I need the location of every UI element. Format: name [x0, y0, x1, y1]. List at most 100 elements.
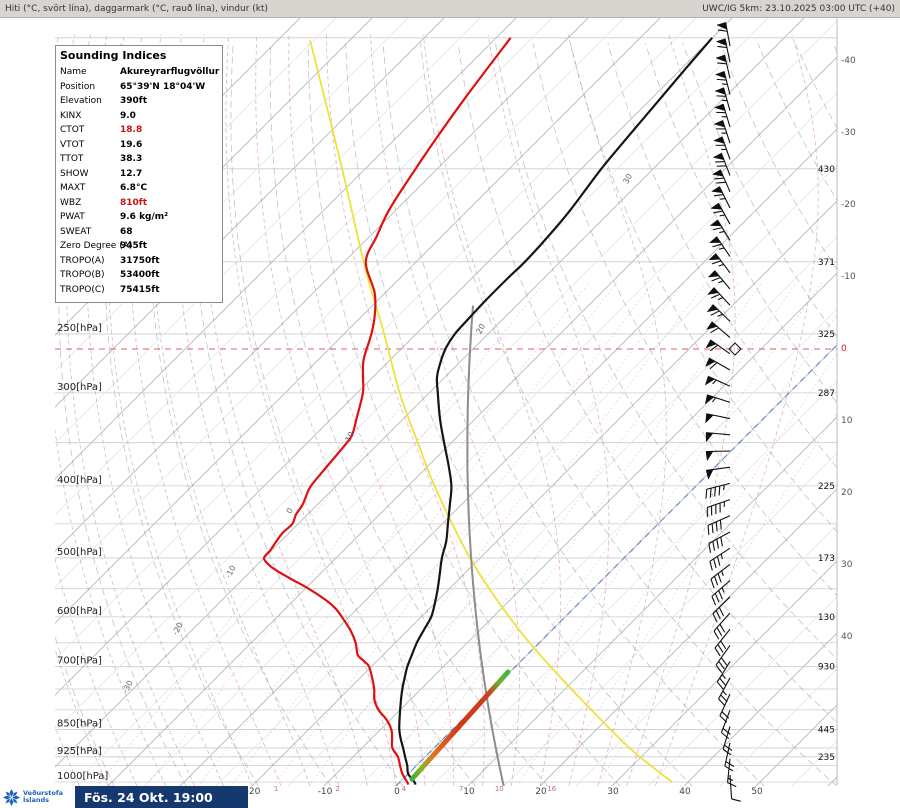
indices-row-name: Elevation — [60, 96, 102, 106]
indices-row-name: WBZ — [60, 197, 82, 208]
wind-barb — [714, 628, 731, 657]
isotherm-exit-label: -20 — [841, 200, 856, 210]
wind-barb — [705, 357, 731, 371]
height-label: 235 — [818, 753, 835, 763]
wind-barb — [706, 321, 731, 339]
indices-row-value: 390ft — [120, 96, 148, 106]
adiabat-label: 30 — [621, 172, 634, 185]
indices-row-name: TROPO(C) — [60, 284, 105, 295]
wind-barb — [705, 413, 731, 424]
indices-row-name: PWAT — [60, 212, 85, 222]
header-right-text: UWC/IG 5km: 23.10.2025 03:00 UTC (+40) — [702, 3, 895, 14]
wind-barb — [705, 450, 731, 462]
pressure-axis-label: 850[hPa] — [57, 718, 102, 729]
indices-row: TROPO(B) 53400ft — [60, 268, 218, 283]
brand-text: Veðurstofa Íslands — [23, 788, 64, 805]
temperature-curve — [398, 37, 714, 785]
height-label: 445 — [818, 725, 835, 735]
wind-barb — [707, 287, 731, 306]
height-label: 371 — [818, 258, 835, 268]
wind-barb — [705, 466, 731, 480]
pressure-axis-label: 400[hPa] — [57, 475, 102, 486]
isotherm-exit-label: -10 — [841, 272, 856, 282]
indices-row: Zero Degree (A) 945ft — [60, 239, 218, 254]
indices-title: Sounding Indices — [60, 49, 167, 62]
indices-row-name: VTOT — [60, 139, 85, 150]
wind-barb — [715, 645, 731, 673]
sounding-indices-panel: Sounding Indices Name Akureyrarflugvöllur… — [55, 45, 223, 303]
wind-barbs — [704, 22, 741, 802]
indices-row-value: 18.8 — [120, 125, 143, 135]
indices-row-name: SWEAT — [60, 226, 92, 237]
pressure-axis-label: 1000[hPa] — [57, 771, 108, 782]
height-label: 325 — [818, 330, 835, 340]
indices-row-name: Zero Degree (A) — [60, 241, 133, 251]
indices-row-value: 6.8°C — [120, 183, 148, 193]
wind-barb — [706, 304, 731, 322]
dewpoint-curve — [262, 37, 512, 785]
adiabat-label: 0 — [285, 506, 295, 515]
wind-barb — [707, 270, 731, 290]
indices-row: Elevation 390ft — [60, 94, 218, 109]
temp-axis-label: 50 — [751, 787, 763, 797]
isotherm-exit-label: 30 — [841, 560, 853, 570]
mixing-ratio-label: 2 — [335, 785, 339, 793]
indices-row-value: 810ft — [120, 197, 148, 208]
wind-barb — [705, 432, 731, 443]
freezing-isotherm — [395, 344, 837, 786]
indices-row: WBZ 810ft — [60, 196, 218, 211]
wind-barb — [713, 120, 731, 144]
indices-row-value: 75415ft — [120, 284, 160, 295]
wind-barb — [708, 236, 731, 257]
wind-barb — [714, 87, 731, 111]
wind-barb — [716, 22, 731, 47]
height-label: 430 — [818, 165, 835, 175]
mixing-ratio-label: 1 — [274, 785, 278, 793]
footer-bar: Veðurstofa Íslands Fös. 24 Okt. 19:00 — [0, 786, 248, 808]
mixing-ratio-label: 4 — [402, 785, 407, 793]
temp-axis-label: 40 — [679, 787, 691, 797]
temp-axis-label: 0 — [394, 787, 400, 797]
wind-barb — [714, 103, 731, 128]
brand-line1: Veðurstofa — [23, 788, 64, 797]
indices-row-value: 9.6 kg/m² — [120, 212, 169, 222]
wind-barb — [709, 547, 731, 571]
wind-barb — [722, 726, 733, 756]
wind-barb — [716, 661, 731, 690]
wind-barb — [712, 596, 731, 623]
indices-row-name: TTOT — [60, 154, 84, 164]
wind-barb — [711, 186, 731, 209]
indices-row: Name Akureyrarflugvöllur — [60, 65, 219, 80]
wind-barb — [719, 693, 731, 723]
indices-row-value: 65°39'N 18°04'W — [120, 81, 206, 92]
indices-row: TTOT 38.3 — [60, 152, 218, 167]
indices-row-value: 53400ft — [120, 270, 160, 280]
height-label: 130 — [818, 613, 835, 623]
vedurstofa-logo-icon — [3, 788, 20, 806]
wind-barb — [704, 375, 731, 387]
indices-row-name: Name — [60, 67, 87, 77]
wind-barb — [714, 71, 731, 95]
isotherm-exit-label: -30 — [841, 128, 856, 138]
height-label: 930 — [818, 663, 835, 673]
temp-axis-label: 20 — [535, 787, 547, 797]
indices-rows: Name Akureyrarflugvöllur Position 65°39'N 1… — [60, 65, 219, 297]
adiabat-label: 10 — [343, 430, 356, 443]
tropopause-diamond-marker — [728, 342, 742, 356]
indices-row: MAXT 6.8°C — [60, 181, 218, 196]
adiabat-label: -30 — [121, 679, 135, 695]
isa-reference-line — [466, 305, 505, 786]
brand-line2: Íslands — [23, 796, 50, 804]
wind-barb — [729, 774, 741, 802]
isotherm-exit-label: 10 — [841, 416, 853, 426]
temp-axis-label: -10 — [318, 787, 333, 797]
pressure-axis-label: 250[hPa] — [57, 323, 102, 334]
axis-labels: 250[hPa] 300[hPa] 400[hPa] 500[hPa] 600[hPa]… — [57, 18, 856, 797]
wind-barb — [713, 136, 731, 160]
parcel-segment — [409, 669, 511, 782]
logo-block: Veðurstofa Íslands — [0, 786, 75, 808]
wind-barb — [705, 339, 731, 355]
wind-barb — [708, 253, 731, 274]
indices-row-name: MAXT — [60, 183, 86, 193]
